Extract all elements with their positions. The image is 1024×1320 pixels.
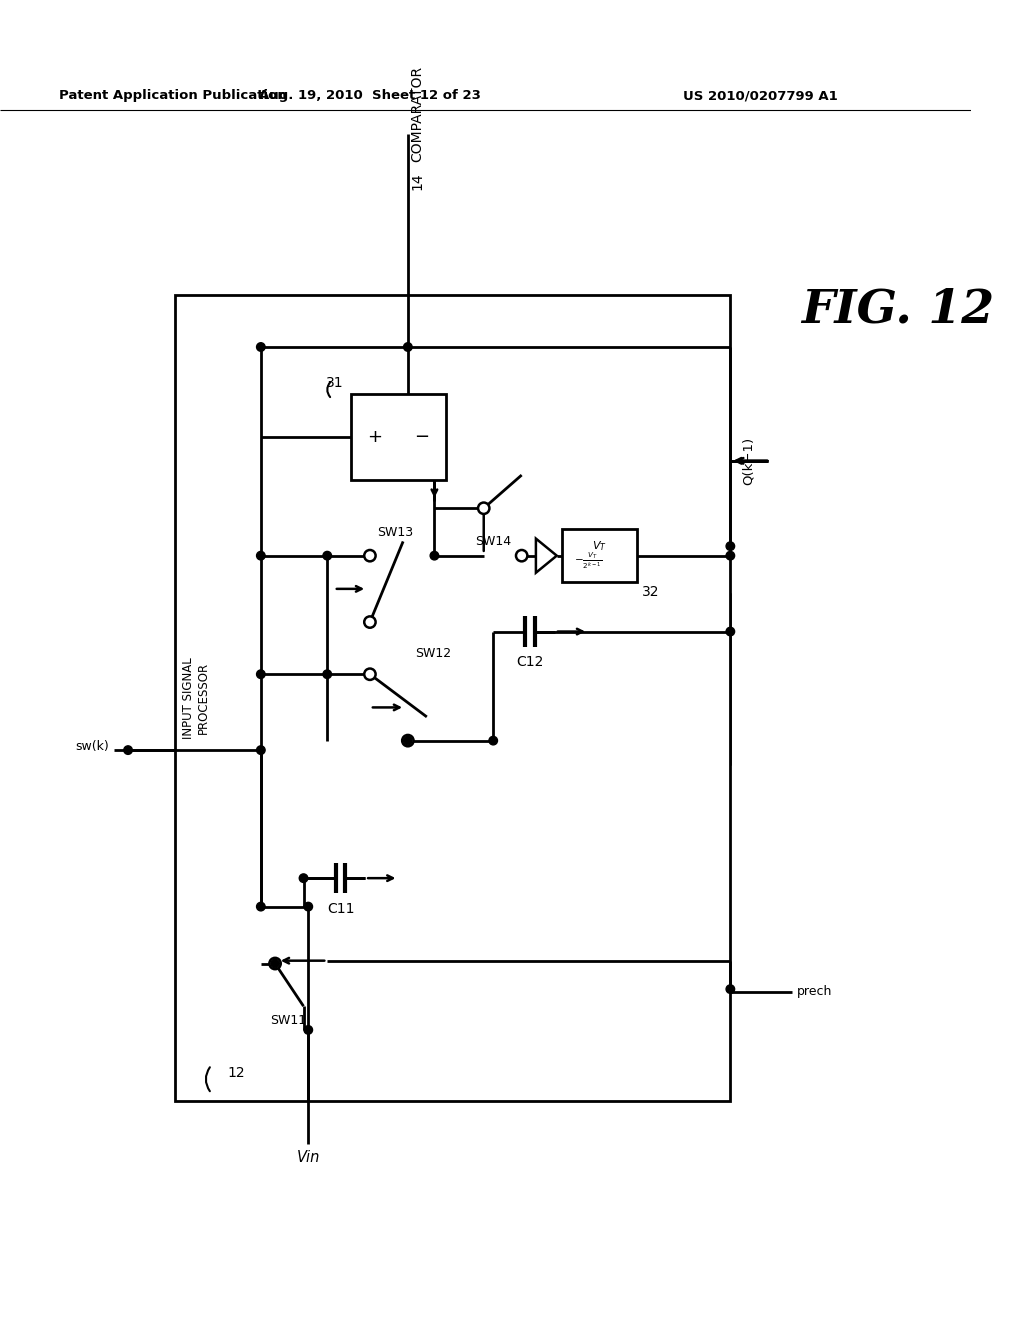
Text: $-\frac{V_T}{2^{k-1}}$: $-\frac{V_T}{2^{k-1}}$	[574, 550, 602, 570]
Circle shape	[726, 552, 734, 560]
Circle shape	[304, 1026, 312, 1034]
Bar	[175, 294, 730, 1101]
Circle shape	[269, 958, 281, 969]
Circle shape	[365, 668, 376, 680]
Circle shape	[402, 735, 414, 746]
Text: SW11: SW11	[270, 1014, 306, 1027]
Circle shape	[403, 343, 412, 351]
Circle shape	[257, 343, 265, 351]
Text: Vin: Vin	[297, 1150, 319, 1166]
Text: C11: C11	[327, 902, 354, 916]
Circle shape	[323, 671, 332, 678]
Text: $V_T$: $V_T$	[592, 540, 607, 553]
Circle shape	[403, 737, 412, 744]
Circle shape	[488, 737, 498, 744]
Text: COMPARATOR: COMPARATOR	[411, 66, 424, 162]
Circle shape	[257, 746, 265, 754]
Circle shape	[726, 985, 734, 994]
Circle shape	[257, 903, 265, 911]
Circle shape	[726, 543, 734, 550]
Bar	[323, 594, 730, 764]
Text: US 2010/0207799 A1: US 2010/0207799 A1	[683, 90, 838, 102]
Circle shape	[478, 503, 489, 513]
Text: −: −	[415, 428, 430, 446]
Text: 12: 12	[227, 1067, 246, 1080]
Circle shape	[304, 903, 312, 911]
Text: 32: 32	[642, 585, 659, 599]
Text: Q(k−1): Q(k−1)	[741, 437, 755, 484]
Circle shape	[323, 552, 332, 560]
Text: SW12: SW12	[416, 647, 452, 660]
Text: INPUT SIGNAL
PROCESSOR: INPUT SIGNAL PROCESSOR	[182, 657, 210, 739]
Text: +: +	[368, 428, 382, 446]
Circle shape	[430, 552, 438, 560]
Bar	[561, 529, 637, 582]
Text: C12: C12	[516, 655, 544, 669]
Text: SW13: SW13	[378, 525, 414, 539]
Text: SW14: SW14	[475, 535, 511, 548]
Bar	[351, 395, 445, 479]
Circle shape	[270, 960, 280, 968]
Circle shape	[365, 616, 376, 628]
Circle shape	[365, 550, 376, 561]
Circle shape	[299, 874, 308, 883]
Circle shape	[726, 627, 734, 636]
Text: sw(k): sw(k)	[76, 739, 110, 752]
Circle shape	[257, 671, 265, 678]
Text: 14: 14	[411, 173, 424, 190]
Text: FIG. 12: FIG. 12	[802, 286, 994, 333]
Circle shape	[257, 552, 265, 560]
Text: Patent Application Publication: Patent Application Publication	[58, 90, 287, 102]
Text: Aug. 19, 2010  Sheet 12 of 23: Aug. 19, 2010 Sheet 12 of 23	[259, 90, 481, 102]
Circle shape	[516, 550, 527, 561]
Text: 31: 31	[326, 376, 343, 389]
Text: prech: prech	[797, 986, 833, 998]
Circle shape	[124, 746, 132, 754]
